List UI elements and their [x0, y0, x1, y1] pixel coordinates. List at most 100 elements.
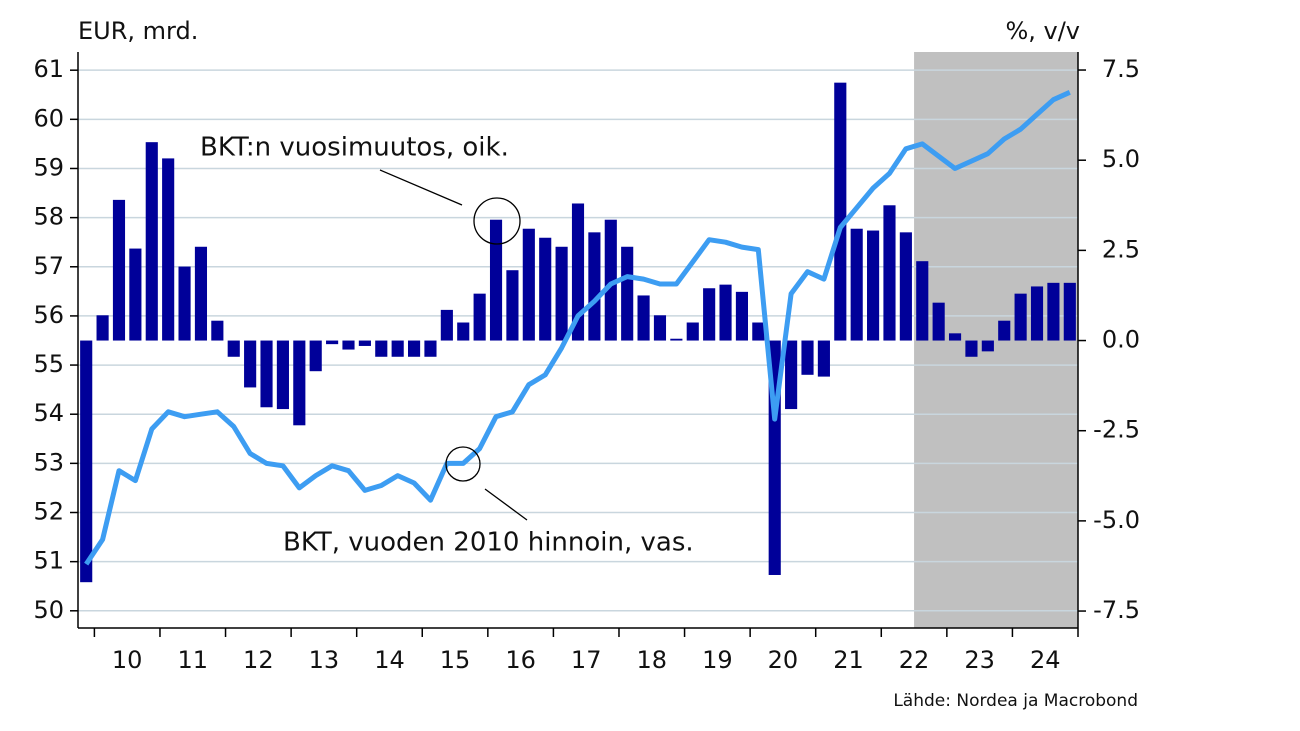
x-tick-label: 11	[177, 646, 208, 674]
x-tick-label: 24	[1030, 646, 1061, 674]
y2-tick-label: 7.5	[1102, 55, 1140, 83]
bar	[735, 291, 748, 341]
y2-tick-label: -7.5	[1093, 596, 1140, 624]
y-tick-label: 56	[33, 301, 64, 329]
bar	[571, 203, 585, 341]
bar	[850, 228, 863, 341]
y2-tick-label: 2.5	[1102, 235, 1140, 263]
y2-tick-label: -2.5	[1093, 416, 1140, 444]
y-tick-label: 60	[33, 104, 64, 132]
pointer	[484, 488, 528, 521]
x-tick-label: 13	[309, 646, 340, 674]
bar	[112, 199, 126, 341]
bar	[194, 246, 208, 341]
bar	[440, 309, 453, 341]
bar	[522, 228, 535, 341]
bar	[358, 340, 371, 346]
pointer	[379, 169, 463, 206]
line-annotation: BKT, vuoden 2010 hinnoin, vas.	[283, 528, 694, 558]
y-axis-title: EUR, mrd.	[78, 17, 198, 45]
x-tick-label: 19	[702, 646, 733, 674]
y-tick-label: 61	[33, 55, 64, 83]
bar	[326, 340, 339, 345]
bar	[506, 270, 519, 341]
y2-tick-label: 5.0	[1102, 145, 1140, 173]
bar	[489, 219, 503, 341]
bar	[998, 320, 1011, 341]
x-tick-label: 22	[899, 646, 930, 674]
x-tick-label: 23	[964, 646, 995, 674]
bar	[1030, 286, 1044, 341]
bar	[637, 295, 650, 341]
bar	[686, 322, 699, 341]
bar	[555, 246, 568, 341]
line	[84, 90, 1071, 566]
bar	[178, 266, 191, 341]
x-tick-label: 20	[768, 646, 799, 674]
bar	[129, 248, 142, 341]
y-tick-label: 50	[33, 596, 64, 624]
bar	[424, 340, 437, 357]
x-tick-label: 14	[374, 646, 405, 674]
bar	[162, 158, 175, 341]
x-tick-label: 18	[636, 646, 667, 674]
bar	[965, 340, 978, 357]
x-tick-label: 17	[571, 646, 602, 674]
bar	[703, 288, 716, 341]
source: Lähde: Nordea ja Macrobond	[893, 691, 1138, 711]
pointer-circle	[473, 197, 521, 245]
y-tick-label: 57	[33, 252, 64, 280]
y-tick-label: 58	[33, 203, 64, 231]
bar	[260, 340, 273, 408]
bar	[309, 340, 322, 372]
bar	[867, 230, 880, 341]
bar	[391, 340, 404, 357]
bar	[588, 232, 601, 341]
bar	[80, 340, 93, 583]
y-tick-label: 59	[33, 153, 64, 181]
bar	[408, 340, 421, 357]
bar	[801, 340, 814, 375]
y-tick-label: 52	[33, 498, 64, 526]
bar	[1047, 282, 1060, 341]
bar	[539, 237, 552, 341]
bar	[719, 284, 732, 341]
bar	[342, 340, 355, 350]
x-tick-label: 15	[440, 646, 471, 674]
bar	[670, 338, 683, 341]
bar	[932, 302, 945, 341]
bar	[621, 246, 634, 341]
bar	[211, 320, 224, 341]
bar	[1014, 293, 1027, 341]
x-tick-label: 12	[243, 646, 274, 674]
bar	[96, 315, 109, 341]
y2-tick-label: 0.0	[1102, 326, 1140, 354]
x-tick-label: 10	[112, 646, 143, 674]
bar	[145, 142, 158, 341]
y-tick-label: 55	[33, 350, 64, 378]
bar	[473, 293, 486, 341]
bar	[1063, 282, 1076, 341]
bar	[244, 340, 257, 388]
bar	[457, 322, 470, 341]
y-tick-label: 53	[33, 448, 64, 476]
bar	[276, 340, 289, 410]
bar	[227, 340, 240, 357]
pointer-circle	[445, 446, 481, 482]
bar	[752, 322, 765, 341]
x-tick-label: 21	[833, 646, 864, 674]
bar	[834, 82, 847, 341]
bar	[375, 340, 388, 357]
bar	[948, 333, 962, 341]
bar	[899, 232, 912, 341]
bar	[817, 340, 830, 377]
bar-annotation: BKT:n vuosimuutos, oik.	[200, 133, 509, 163]
y-tick-label: 51	[33, 547, 64, 575]
y-tick-label: 54	[33, 399, 64, 427]
bar	[604, 219, 617, 341]
y2-axis-title: %, v/v	[1005, 17, 1080, 45]
bar	[785, 340, 798, 410]
x-tick-label: 16	[505, 646, 536, 674]
